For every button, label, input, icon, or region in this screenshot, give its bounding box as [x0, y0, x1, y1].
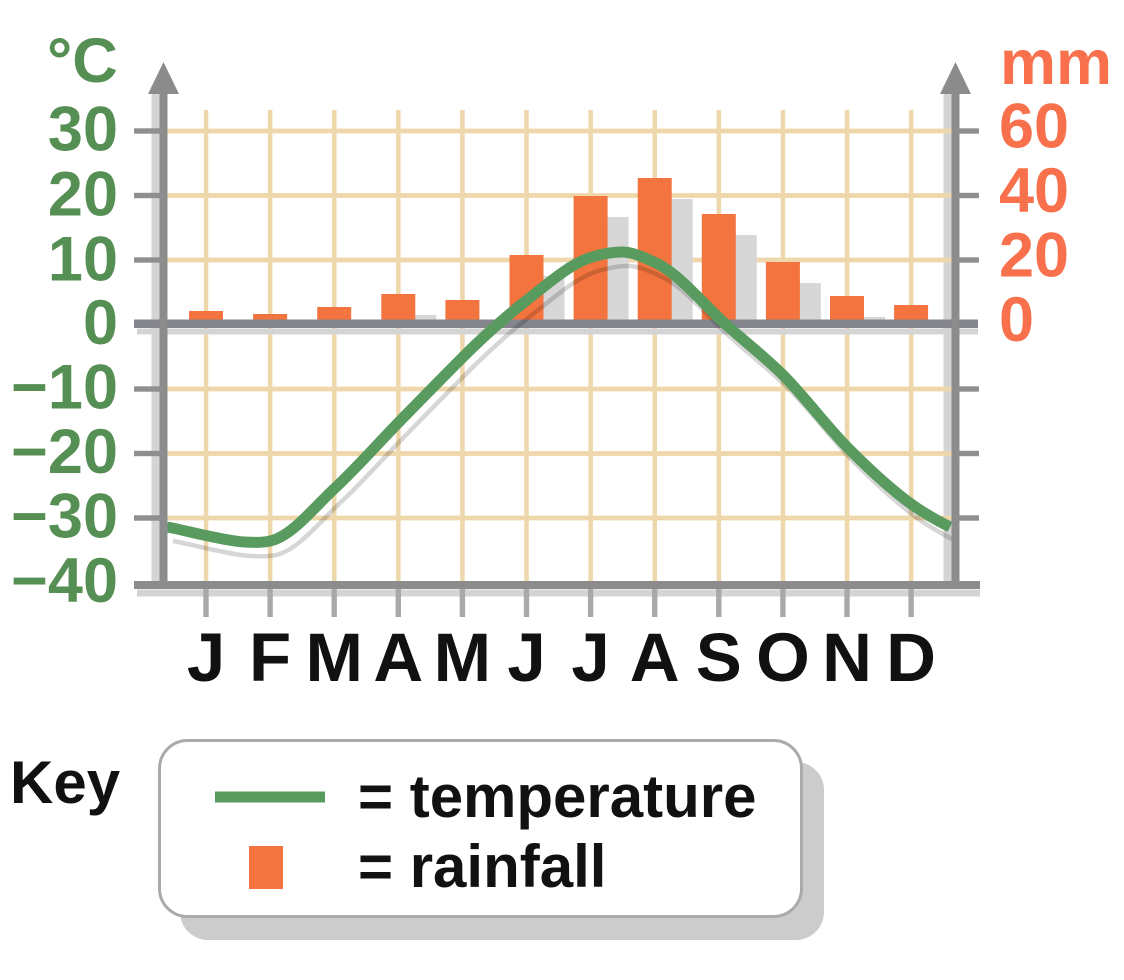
- svg-text:N: N: [822, 619, 872, 696]
- svg-text:A: A: [630, 619, 680, 696]
- svg-text:Key: Key: [10, 749, 121, 816]
- svg-text:J: J: [187, 619, 225, 696]
- svg-text:°C: °C: [47, 26, 118, 96]
- svg-text:F: F: [249, 619, 291, 696]
- svg-text:A: A: [373, 619, 423, 696]
- svg-text:−10: −10: [11, 353, 118, 423]
- svg-text:M: M: [434, 619, 491, 696]
- svg-text:40: 40: [999, 156, 1069, 226]
- svg-text:0: 0: [83, 288, 118, 358]
- svg-text:O: O: [756, 619, 810, 696]
- svg-text:M: M: [305, 619, 362, 696]
- svg-text:−40: −40: [11, 546, 118, 616]
- svg-text:20: 20: [48, 160, 118, 230]
- svg-text:= rainfall: = rainfall: [358, 833, 606, 900]
- svg-text:J: J: [507, 619, 545, 696]
- svg-text:−20: −20: [11, 417, 118, 487]
- svg-text:= temperature: = temperature: [358, 763, 757, 830]
- svg-text:mm: mm: [1000, 28, 1112, 98]
- svg-text:30: 30: [48, 95, 118, 165]
- svg-text:−30: −30: [11, 482, 118, 552]
- svg-text:D: D: [886, 619, 936, 696]
- svg-text:60: 60: [999, 92, 1069, 162]
- svg-text:J: J: [571, 619, 609, 696]
- svg-text:0: 0: [999, 285, 1034, 355]
- svg-text:S: S: [696, 619, 742, 696]
- svg-text:10: 10: [48, 225, 118, 295]
- svg-text:20: 20: [999, 221, 1069, 291]
